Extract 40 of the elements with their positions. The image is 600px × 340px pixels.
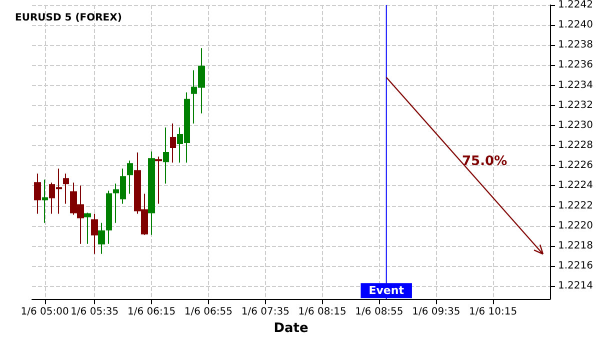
x-tick-label: 1/6 10:15 [469, 306, 518, 318]
y-tick-label: 1.2234 [558, 80, 593, 91]
y-tick-label: 1.2222 [558, 200, 593, 212]
candlestick [170, 122, 176, 164]
candlestick [163, 126, 169, 184]
candlestick [84, 212, 91, 244]
y-tick-label: 1.2220 [558, 220, 593, 232]
y-tick-label: 1.2226 [558, 160, 593, 172]
y-tick-label: 1.2230 [558, 120, 593, 131]
y-tick-label: 1.2216 [558, 260, 593, 272]
y-tick-label: 1.2224 [558, 180, 593, 192]
candlestick [34, 173, 41, 214]
x-tick-label: 1/6 05:00 [20, 306, 69, 318]
annotation: 75.0% [462, 154, 508, 169]
x-tick-label: 1/6 06:55 [184, 306, 233, 318]
candlestick [98, 222, 105, 254]
candlestick [148, 151, 155, 236]
text: EURUSD 5 (FOREX) [15, 12, 122, 24]
candlestick [106, 190, 112, 244]
y-tick-label: 1.2232 [558, 100, 593, 111]
y-tick-label: 1.2236 [558, 60, 593, 71]
x-tick-label: 1/6 08:15 [298, 306, 346, 318]
x-tick-label: 1/6 09:35 [412, 306, 460, 318]
ref-line-label: Event [368, 284, 404, 298]
x-axis-title: Date [274, 321, 308, 336]
y-tick-label: 1.2214 [558, 280, 593, 292]
candlestick [127, 160, 133, 194]
x-tick-label: 1/6 08:55 [355, 306, 404, 318]
y-tick-label: 1.2240 [558, 20, 593, 31]
y-tick-label: 1.2242 [558, 0, 593, 10]
candlestick [91, 213, 98, 254]
candlestick [63, 173, 69, 204]
x-tick-label: 1/6 05:35 [70, 306, 119, 318]
y-tick-label: 1.2228 [558, 140, 593, 152]
y-tick-label: 1.2218 [558, 240, 593, 252]
x-tick-label: 1/6 06:15 [127, 306, 176, 318]
y-tick-label: 1.2238 [558, 40, 593, 51]
candlestick [42, 179, 48, 224]
candlestick [155, 156, 162, 204]
x-tick-label: 1/6 07:35 [241, 306, 290, 318]
